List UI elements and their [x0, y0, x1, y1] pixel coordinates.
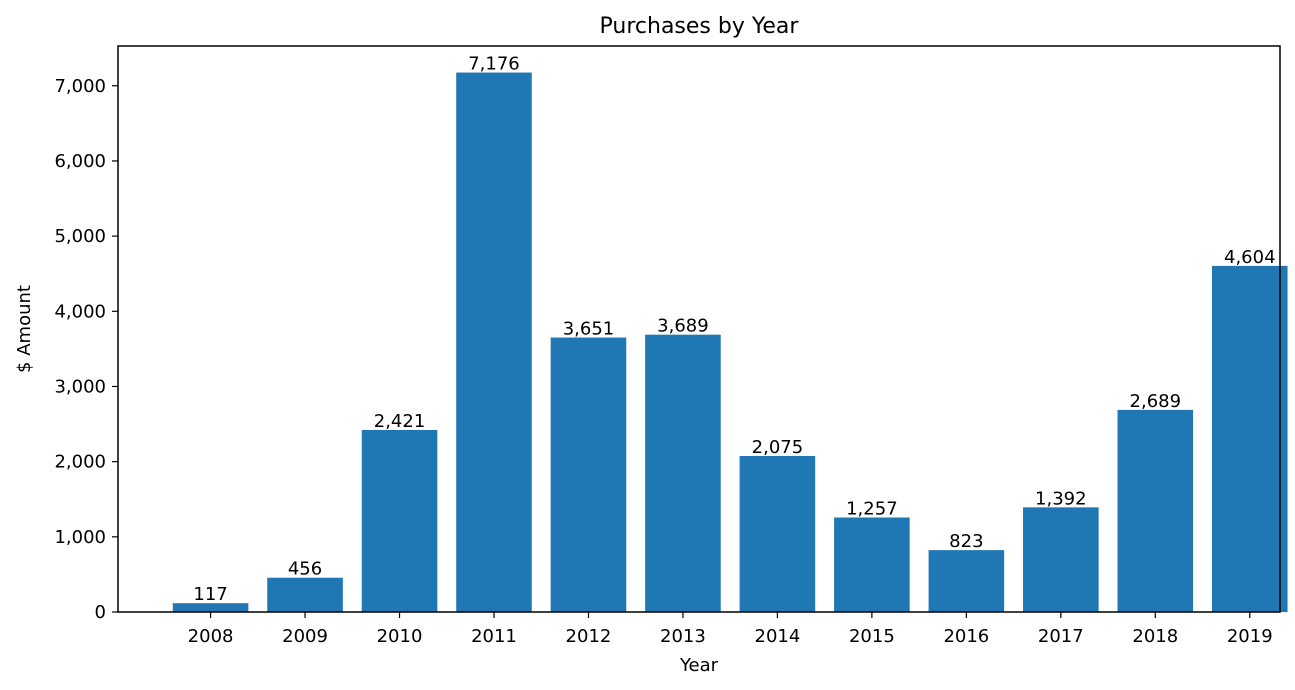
plot-frame	[117, 45, 1281, 613]
data-labels-group: 117 456 2,421 7,176 3,651 3,689 2,075 1,257 823 1…	[193, 54, 1275, 606]
y-tick-label-7000: 7,000	[54, 76, 106, 97]
bars-group	[172, 72, 1288, 613]
x-tick-label-2016: 2016	[943, 626, 989, 647]
x-tick-label-2019: 2019	[1227, 626, 1273, 647]
bar-2012	[550, 337, 627, 612]
bar-2008	[172, 603, 249, 612]
bar-2014	[739, 456, 816, 612]
x-tick-label-2011: 2011	[471, 626, 517, 647]
data-label-2015: 1,257	[846, 499, 898, 520]
bar-2016	[928, 550, 1005, 612]
y-tick-label-1000: 1,000	[54, 527, 106, 548]
x-axis: 2008 2009 2010 2011 2012 2013 2014 2015 2016 2017…	[188, 612, 1273, 647]
x-tick-label-2017: 2017	[1038, 626, 1084, 647]
y-tick-label-2000: 2,000	[54, 452, 106, 473]
x-tick-label-2010: 2010	[377, 626, 423, 647]
x-tick-label-2013: 2013	[660, 626, 706, 647]
chart-title: Purchases by Year	[600, 14, 800, 39]
bar-2013	[645, 334, 721, 612]
data-label-2019: 4,604	[1224, 247, 1276, 268]
data-label-2010: 2,421	[374, 411, 426, 432]
bar-2018	[1117, 409, 1194, 612]
data-label-2016: 823	[949, 531, 983, 552]
data-label-2012: 3,651	[563, 319, 615, 340]
data-label-2018: 2,689	[1130, 391, 1182, 412]
bar-2011	[456, 72, 532, 613]
y-tick-label-5000: 5,000	[54, 226, 106, 247]
x-axis-label: Year	[679, 655, 719, 676]
data-label-2011: 7,176	[468, 54, 520, 75]
y-tick-label-3000: 3,000	[54, 376, 106, 397]
y-tick-label-0: 0	[95, 602, 106, 623]
x-tick-label-2018: 2018	[1132, 626, 1178, 647]
data-label-2009: 456	[288, 559, 322, 580]
x-tick-label-2014: 2014	[755, 626, 801, 647]
bar-2010	[361, 429, 438, 612]
x-tick-label-2008: 2008	[188, 626, 234, 647]
bar-2019	[1211, 265, 1288, 612]
data-label-2013: 3,689	[657, 316, 709, 337]
data-label-2017: 1,392	[1035, 488, 1087, 509]
data-label-2014: 2,075	[752, 437, 804, 458]
bar-2015	[834, 517, 910, 612]
x-tick-label-2015: 2015	[849, 626, 895, 647]
x-tick-label-2009: 2009	[282, 626, 328, 647]
x-tick-label-2012: 2012	[566, 626, 612, 647]
y-axis-label: $ Amount	[14, 285, 35, 373]
y-tick-label-4000: 4,000	[54, 301, 106, 322]
data-label-2008: 117	[193, 584, 227, 605]
bar-2017	[1023, 507, 1099, 612]
y-axis: 0 1,000 2,000 3,000 4,000 5,000 6,000 7,000	[54, 76, 118, 623]
y-tick-label-6000: 6,000	[54, 151, 106, 172]
bar-2009	[267, 577, 343, 612]
